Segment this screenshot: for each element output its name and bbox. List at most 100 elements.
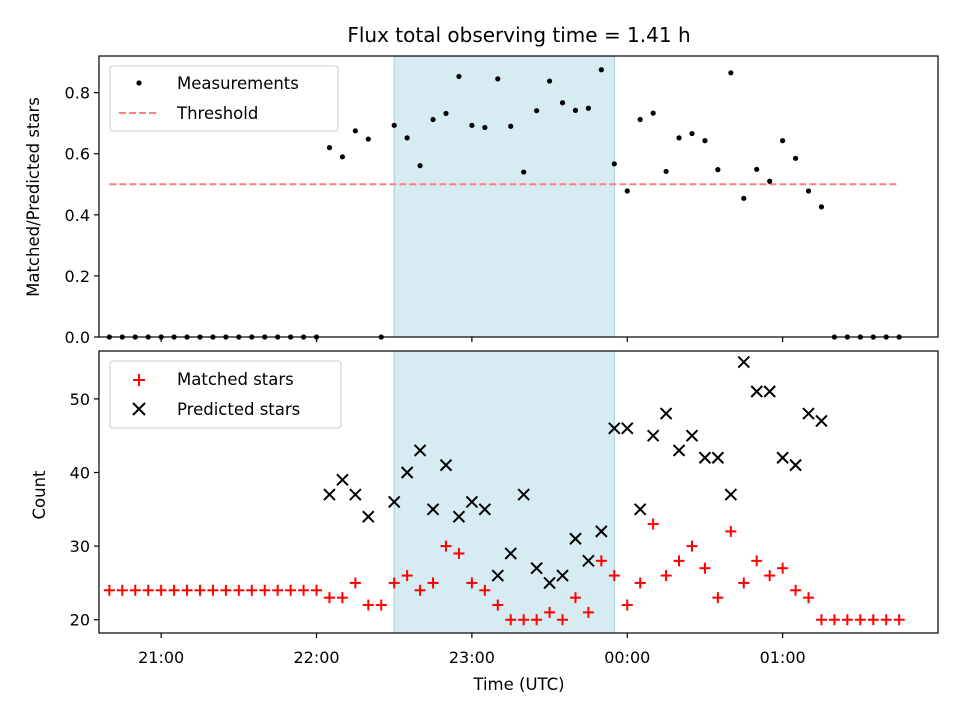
measurement-point [443,110,449,117]
predicted-star-point [672,444,686,457]
matched-star-point [194,584,206,596]
measurement-point [456,73,462,80]
measurement-point [663,168,669,175]
matched-star-point [751,555,763,567]
top-panel: 0.00.20.40.60.8 Matched/Predicted stars … [24,55,939,347]
matched-star-point [777,562,789,574]
top-legend-box [109,65,339,132]
measurement-point [598,67,604,73]
matched-star-point [207,584,219,596]
x-tick-label: 21:00 [138,648,184,667]
matched-star-point [336,592,348,604]
top-y-tick-label: 0.6 [65,145,90,164]
measurement-point [469,122,475,128]
predicted-star-point [737,355,750,369]
measurement-point [391,122,397,128]
predicted-star-point [323,488,336,501]
predicted-star-point [633,503,647,516]
matched-star-point [531,614,543,626]
measurement-point [754,166,760,172]
matched-star-point [790,584,802,596]
matched-star-point [492,599,504,611]
measurement-point [559,100,566,106]
top-x-ticks [160,337,784,342]
top-y-tick-label: 0.2 [65,267,90,286]
measurement-point [534,108,540,114]
chart-title: Flux total observing time = 1.41 h [347,23,690,47]
measurement-point [611,161,617,167]
predicted-star-point [685,429,699,442]
measurement-point [792,155,799,161]
predicted-star-point [608,422,621,435]
predicted-star-point [465,495,479,509]
measurement-point [417,163,423,169]
matched-star-point [142,584,154,596]
x-axis-label: Time (UTC) [472,675,564,694]
matched-star-point [518,614,530,626]
matched-star-point [298,584,310,596]
measurement-point [572,107,579,113]
predicted-star-point [802,407,815,420]
matched-star-point [867,614,879,626]
predicted-star-point [582,554,595,568]
predicted-star-point [349,488,362,501]
matched-star-point [453,547,465,559]
bottom-y-tick-label: 30 [70,537,90,556]
measurement-point [689,130,695,137]
predicted-star-point [646,429,660,442]
predicted-star-point [517,488,530,501]
measurement-point [767,178,773,184]
predicted-star-point [439,458,453,472]
bottom-panel: 20 30 40 50 21:00 22:00 23:00 00:00 01:00 Count… [30,350,939,694]
predicted-star-point [621,422,634,435]
matched-star-point [375,599,387,611]
predicted-star-point [336,473,349,487]
legend-label-threshold: Threshold [176,104,258,123]
matched-star-point [246,584,258,596]
measurement-point [741,195,747,201]
measurement-point [482,124,488,131]
bottom-legend-box [109,360,342,429]
predicted-star-point [698,451,712,464]
predicted-star-point [491,569,504,582]
predicted-star-point [595,525,608,538]
matched-star-point [893,614,905,626]
matched-star-point [582,606,594,618]
matched-star-point [621,599,633,611]
measurement-point [546,78,553,84]
bottom-x-axis: 21:00 22:00 23:00 00:00 01:00 [138,633,806,667]
measurement-point [702,138,708,144]
matched-star-point [116,584,128,596]
x-tick-label: 00:00 [604,648,650,667]
bottom-y-axis-label: Count [30,470,49,520]
matched-star-point [479,584,491,596]
matched-star-point [129,584,141,596]
measurement-point [715,167,721,173]
measurement-point [339,154,346,160]
bottom-axes-frame [98,350,939,634]
matched-star-point [181,584,193,596]
top-y-tick-label: 0.4 [65,206,90,225]
top-observing-window [393,55,615,338]
top-y-axis-label: Matched/Predicted stars [24,97,43,297]
predicted-star-point [659,407,673,420]
matched-star-point [673,555,685,567]
matched-star-point [427,577,439,589]
matched-star-point [440,540,452,552]
measurement-point [624,188,630,194]
predicted-star-point [556,569,569,582]
measurement-point [430,116,436,123]
matched-star-point [854,614,866,626]
bottom-y-axis: 20 30 40 50 [70,390,99,630]
top-y-tick-label: 0.0 [65,328,90,347]
matched-star-point [285,584,297,596]
measurement-point [818,204,825,210]
measurement-point [326,145,333,151]
matched-star-point [155,584,167,596]
predicted-star-point [504,547,517,560]
top-y-tick-label: 0.8 [65,84,90,103]
x-tick-label: 23:00 [449,648,495,667]
measurement-point [404,135,410,141]
matched-star-point [686,540,698,552]
matched-star-point [401,570,413,582]
